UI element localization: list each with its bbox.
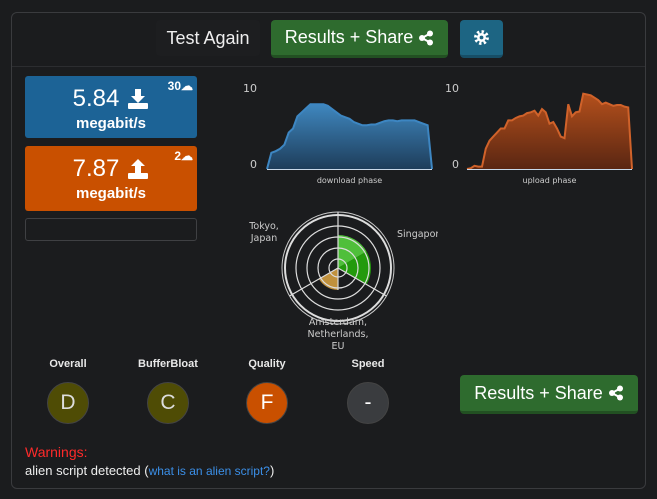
upload-server-count: 2 [174, 149, 181, 163]
download-speed-value: 5.84 [72, 85, 120, 112]
polar-category-label: Tokyo, Japan [248, 221, 279, 244]
polar-sector [318, 268, 338, 290]
cloud-icon: ☁ [181, 149, 193, 163]
status-box [25, 218, 197, 241]
server-polar-chart: Tokyo, Japan Singapore Amsterdam, Netherland… [248, 211, 445, 352]
charts-layer: 0 10 download phase 0 10 upload phase Tokyo,… [243, 82, 633, 352]
polar-sector [338, 251, 371, 285]
gear-icon [474, 30, 489, 45]
y-tick-label: 10 [243, 82, 257, 95]
upload-speed-value: 7.87 [72, 155, 120, 182]
grade-speed: Speed - [328, 358, 408, 424]
y-tick-label: 10 [445, 82, 459, 95]
upload-icon [128, 159, 149, 179]
x-axis-label: download phase [317, 176, 382, 185]
alien-script-warning: alien script detected (what is an alien … [25, 463, 275, 478]
grade-badge: F [246, 382, 288, 424]
grade-overall: Overall D [28, 358, 108, 424]
y-tick-label: 0 [250, 158, 257, 171]
area-fill [267, 104, 432, 169]
warnings-title: Warnings: [25, 444, 88, 460]
polar-sector [338, 235, 367, 268]
series-line [266, 103, 433, 170]
cloud-icon: ☁ [181, 79, 193, 93]
download-speed-unit: megabit/s [75, 115, 147, 132]
grade-bufferbloat: BufferBloat C [128, 358, 208, 424]
polar-category-label: Amsterdam, Netherlands, EU [308, 317, 369, 352]
test-again-button[interactable]: Test Again [156, 20, 260, 56]
share-icon [419, 30, 434, 45]
results-share-button[interactable]: Results + Share [271, 20, 448, 58]
download-icon [128, 89, 149, 109]
polar-category-label: Singapore [397, 229, 445, 240]
download-phase-chart: 0 10 download phase [243, 82, 433, 185]
results-share-label: Results + Share [474, 382, 603, 403]
divider [12, 66, 645, 67]
results-share-label: Results + Share [284, 27, 414, 47]
polar-spoke [337, 267, 387, 297]
grade-badge: - [347, 382, 389, 424]
download-server-count: 30 [167, 79, 181, 93]
y-tick-label: 0 [452, 158, 459, 171]
area-fill [467, 93, 632, 169]
upload-speed-card: 2 ☁ 7.87 megabit/s [25, 146, 197, 211]
download-speed-card: 30 ☁ 5.84 megabit/s [25, 76, 197, 138]
polar-spoke [289, 267, 339, 297]
series-line [466, 92, 633, 170]
share-icon [608, 385, 623, 401]
upload-speed-unit: megabit/s [75, 185, 147, 202]
x-axis-label: upload phase [523, 176, 577, 185]
grade-badge: C [147, 382, 189, 424]
settings-button[interactable] [460, 20, 503, 58]
results-share-bottom-button[interactable]: Results + Share [460, 375, 638, 414]
alien-script-help-link[interactable]: what is an alien script? [148, 464, 270, 478]
grade-quality: Quality F [227, 358, 307, 424]
upload-phase-chart: 0 10 upload phase [445, 82, 633, 185]
grade-badge: D [47, 382, 89, 424]
